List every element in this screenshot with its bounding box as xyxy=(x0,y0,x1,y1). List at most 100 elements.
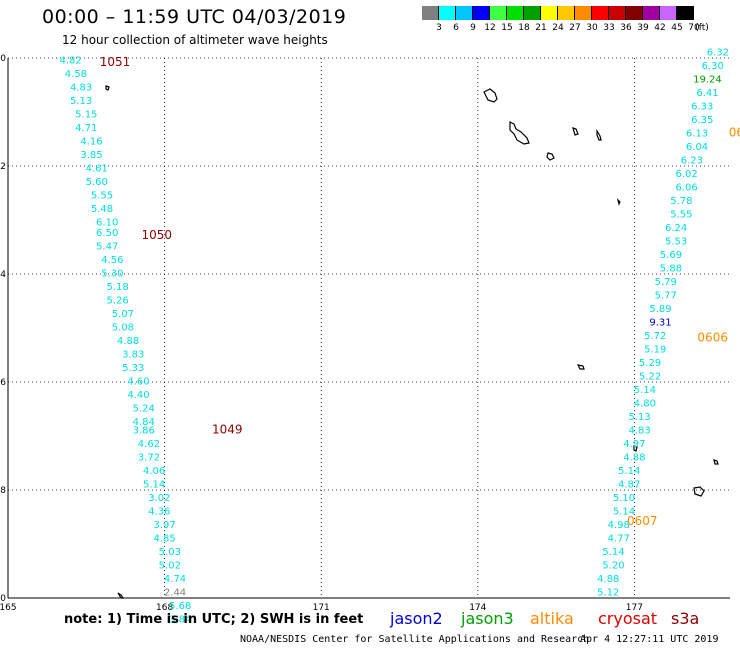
legend-swatch xyxy=(473,6,490,20)
swh-value: 5.10 xyxy=(613,493,635,504)
legend-swatch xyxy=(592,6,609,20)
swh-value: 5.14 xyxy=(613,506,635,517)
swh-value: 5.12 xyxy=(597,587,619,598)
pass-labels: 1051105010490608060606070 xyxy=(100,55,740,528)
swh-value: 4.74 xyxy=(164,574,186,585)
footer-note: note: 1) Time is in UTC; 2) SWH is in fe… xyxy=(64,612,364,627)
legend-swatch xyxy=(422,6,439,20)
swh-value: 3.86 xyxy=(133,425,155,436)
swh-value: 5.47 xyxy=(96,242,118,253)
map-grid xyxy=(7,57,730,599)
swh-value: 5.19 xyxy=(644,344,666,355)
pass-label: 0607 xyxy=(627,514,658,528)
swh-value: 4.62 xyxy=(138,439,160,450)
swh-value: 4.16 xyxy=(80,136,102,147)
swh-value: 4.71 xyxy=(75,123,97,134)
legend-swatch xyxy=(558,6,575,20)
swh-value: 5.55 xyxy=(670,209,692,220)
swh-value: 5.55 xyxy=(91,190,113,201)
island-outline xyxy=(483,88,498,103)
legend-label: 3 xyxy=(436,23,442,33)
swh-value: 4.88 xyxy=(117,336,139,347)
swh-value: 19.24 xyxy=(693,74,722,85)
swh-value: 3.84 xyxy=(169,614,191,625)
swh-value: 5.22 xyxy=(639,371,661,382)
pass-label: 1049 xyxy=(212,422,243,436)
swh-value: 4.61 xyxy=(86,163,108,174)
pass-label: 1051 xyxy=(100,55,131,69)
swh-value: 4.97 xyxy=(623,439,645,450)
pass-label: 0606 xyxy=(697,331,728,345)
swh-value: 5.15 xyxy=(75,109,97,120)
swh-value: 9.31 xyxy=(649,317,671,328)
swh-value: 3.83 xyxy=(122,350,144,361)
swh-value: 5.48 xyxy=(91,204,113,215)
swh-value: 6.41 xyxy=(696,88,718,99)
swh-value: 4.82 xyxy=(60,55,82,66)
swh-value: 5.68 xyxy=(169,601,191,612)
island-outline xyxy=(616,198,621,206)
track-west: 4.82 4.58 4.83 5.13 5.15 4.71 4.16 3.85 4.61 5.60… xyxy=(60,55,192,625)
lon-tick-label: 171 xyxy=(313,603,330,613)
legend-label: 12 xyxy=(484,23,496,33)
swh-value: 5.14 xyxy=(602,547,624,558)
swh-value: 6.06 xyxy=(675,182,697,193)
legend-label: 30 xyxy=(586,23,598,33)
legend-label: 33 xyxy=(603,23,615,33)
page-title: 00:00 – 11:59 UTC 04/03/2019 xyxy=(42,6,347,28)
legend-label: 45 xyxy=(671,23,683,33)
swh-value: 6.23 xyxy=(681,155,703,166)
swh-value: 4.80 xyxy=(634,398,656,409)
lon-tick-label: 168 xyxy=(156,603,173,613)
swh-value: 5.88 xyxy=(660,263,682,274)
lat-tick-label: -4 xyxy=(0,270,6,280)
swh-value: 5.07 xyxy=(112,309,134,320)
swh-value: 4.40 xyxy=(127,390,149,401)
footer-credit: NOAA/NESDIS Center for Satellite Applica… xyxy=(240,634,590,645)
lat-tick-label: 0 xyxy=(0,54,6,64)
pass-label: 1050 xyxy=(141,228,172,242)
swh-value: 5.02 xyxy=(159,560,181,571)
island-outline xyxy=(576,364,585,370)
legend-label: 36 xyxy=(620,23,632,33)
swh-value: 4.06 xyxy=(143,466,165,477)
lon-tick-label: 165 xyxy=(0,603,17,613)
legend-label: 18 xyxy=(518,23,530,33)
legend-swatch xyxy=(524,6,541,20)
swh-value: 5.53 xyxy=(665,236,687,247)
swh-value: 5.30 xyxy=(101,269,123,280)
legend-swatch xyxy=(626,6,643,20)
legend-label: 39 xyxy=(637,23,649,33)
swh-value: 5.20 xyxy=(602,560,624,571)
swh-value: 5.79 xyxy=(655,277,677,288)
swh-value: 6.35 xyxy=(691,115,713,126)
swh-value: 5.13 xyxy=(70,96,92,107)
swh-value: 5.29 xyxy=(639,358,661,369)
swh-value: 3.85 xyxy=(80,150,102,161)
track-east: 6.32 6.30 19.24 6.41 6.33 6.35 6.13 6.04 6.23 6.0… xyxy=(597,47,729,598)
page-subtitle: 12 hour collection of altimeter wave hei… xyxy=(62,33,328,47)
swh-value: 5.33 xyxy=(122,363,144,374)
legend-swatch xyxy=(660,6,677,20)
legend-swatch xyxy=(541,6,558,20)
swh-value: 6.33 xyxy=(691,101,713,112)
swh-value: 5.78 xyxy=(670,196,692,207)
legend-swatch xyxy=(609,6,626,20)
island-outline xyxy=(105,85,110,91)
pass-label: 0608 xyxy=(729,125,740,139)
legend-label: 70 xyxy=(688,23,700,33)
island-outline xyxy=(693,486,705,497)
swh-value: 5.77 xyxy=(655,290,677,301)
swh-value: 3.72 xyxy=(138,452,160,463)
swh-value: 3.97 xyxy=(153,520,175,531)
sat-altika-label: altika xyxy=(530,609,574,628)
swh-value: 6.50 xyxy=(96,228,118,239)
swh-value: 6.13 xyxy=(686,128,708,139)
axis-labels: 165 168 171 174 177 0 -2 -4 -6 -8 -10 xyxy=(0,54,643,613)
island-outline xyxy=(509,121,530,145)
swh-value: 5.08 xyxy=(112,323,134,334)
lat-tick-label: -2 xyxy=(0,162,6,172)
color-legend: 3 6 9 12 15 18 21 24 27 30 33 36 39 42 45 70 (ft) xyxy=(422,6,732,42)
island-outline xyxy=(633,445,638,452)
